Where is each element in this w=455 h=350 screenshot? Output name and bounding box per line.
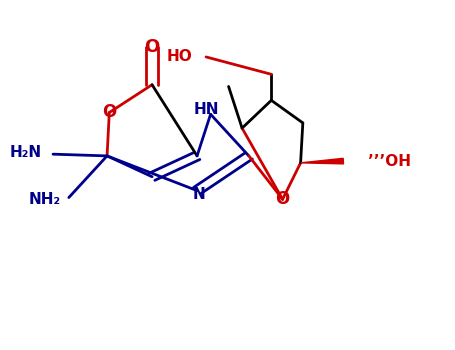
Text: O: O [102,104,116,121]
Text: ’’’OH: ’’’OH [368,154,411,169]
Text: O: O [275,190,290,208]
Text: H₂N: H₂N [10,145,42,160]
Text: NH₂: NH₂ [29,192,61,207]
Text: N: N [193,187,206,202]
Text: O: O [144,37,160,56]
Text: HO: HO [167,49,192,64]
Polygon shape [301,158,344,164]
Text: HN: HN [193,102,219,117]
